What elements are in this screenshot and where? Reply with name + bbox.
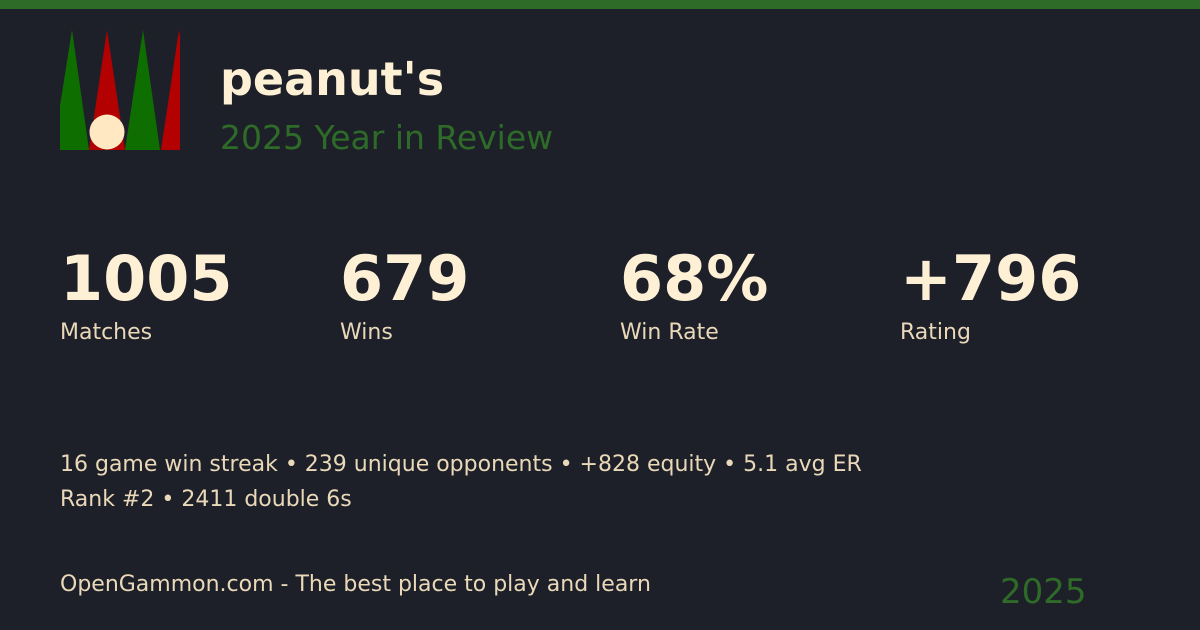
stat-label: Wins (340, 320, 393, 345)
footer-tagline: OpenGammon.com - The best place to play … (60, 572, 651, 597)
stat-label: Win Rate (620, 320, 719, 345)
green-point-1 (60, 30, 89, 150)
backgammon-board-icon (60, 30, 180, 150)
green-point-2 (125, 30, 160, 150)
footer-year: 2025 (1000, 572, 1087, 612)
page-subtitle: 2025 Year in Review (220, 118, 554, 157)
stat-value: 679 (340, 242, 470, 315)
stat-label: Matches (60, 320, 153, 345)
stat-value: +796 (900, 242, 1082, 315)
player-name: peanut's (220, 52, 445, 106)
highlights-line-1: 16 game win streak • 239 unique opponent… (60, 452, 862, 477)
stat-win-rate: 68% Win Rate (620, 242, 768, 345)
highlights-line-2: Rank #2 • 2411 double 6s (60, 487, 352, 512)
top-accent-bar (0, 0, 1200, 9)
red-point-2 (161, 30, 180, 150)
stat-wins: 679 Wins (340, 242, 469, 345)
stat-matches: 1005 Matches (60, 242, 233, 345)
stat-value: 68% (620, 242, 769, 315)
checker (89, 114, 125, 150)
stat-value: 1005 (60, 242, 233, 315)
stat-label: Rating (900, 320, 971, 345)
stat-rating: +796 Rating (900, 242, 1081, 345)
